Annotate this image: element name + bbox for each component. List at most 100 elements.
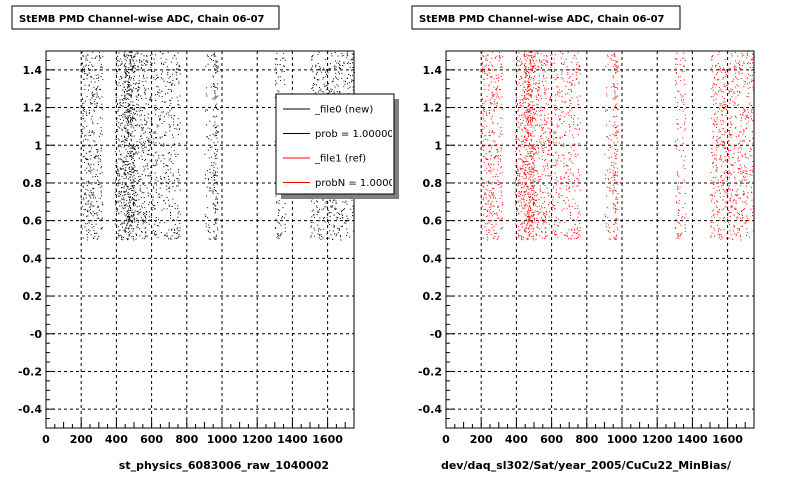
data-point xyxy=(539,175,541,177)
data-point xyxy=(543,127,544,129)
data-point xyxy=(525,191,527,192)
data-point xyxy=(486,181,488,183)
data-point xyxy=(532,185,534,187)
data-point xyxy=(545,97,547,99)
data-point xyxy=(545,64,546,66)
data-point xyxy=(556,177,558,178)
data-point xyxy=(336,84,338,86)
data-point xyxy=(559,137,561,139)
y-tick-label: 0.2 xyxy=(23,290,43,303)
data-point xyxy=(115,181,116,183)
data-point xyxy=(533,148,535,149)
data-point xyxy=(532,237,534,239)
left-chart-title: StEMB PMD Channel-wise ADC, Chain 06-07 xyxy=(19,14,265,25)
data-point xyxy=(486,167,488,169)
data-point xyxy=(210,139,212,141)
data-point xyxy=(131,91,133,93)
data-point xyxy=(342,217,344,219)
data-point xyxy=(568,183,570,185)
data-point xyxy=(124,81,126,83)
data-point xyxy=(499,182,501,184)
data-point xyxy=(328,212,330,214)
data-point xyxy=(134,67,136,69)
data-point xyxy=(529,60,531,62)
data-point xyxy=(519,195,521,197)
data-point xyxy=(543,63,545,65)
data-point xyxy=(495,197,496,199)
data-point xyxy=(501,134,503,136)
data-point xyxy=(217,88,218,90)
data-point xyxy=(541,98,542,100)
data-point xyxy=(517,55,519,57)
data-point xyxy=(500,211,502,213)
data-point xyxy=(561,136,563,138)
data-point xyxy=(331,89,333,91)
data-point xyxy=(166,236,168,237)
data-point xyxy=(547,153,549,155)
data-point xyxy=(550,64,552,66)
data-point xyxy=(572,136,574,138)
data-point xyxy=(102,108,104,110)
data-point xyxy=(532,117,534,119)
data-point xyxy=(124,58,126,60)
data-point xyxy=(134,192,136,194)
data-point xyxy=(148,141,150,143)
data-point xyxy=(128,208,129,210)
data-point xyxy=(217,95,219,97)
data-point xyxy=(101,195,103,197)
data-point xyxy=(545,235,547,237)
data-point xyxy=(127,86,129,88)
data-point xyxy=(118,170,120,172)
data-point xyxy=(126,90,128,92)
data-point xyxy=(531,119,533,121)
data-point xyxy=(101,96,103,98)
data-point xyxy=(519,179,521,181)
data-point xyxy=(543,221,545,223)
data-point xyxy=(541,207,543,209)
data-point xyxy=(100,66,102,68)
data-point xyxy=(523,54,525,56)
data-point xyxy=(482,140,484,142)
data-point xyxy=(550,175,552,177)
data-point xyxy=(567,74,569,76)
data-point xyxy=(332,80,334,82)
data-point xyxy=(492,130,494,132)
data-point xyxy=(85,215,87,217)
data-point xyxy=(489,150,491,152)
data-point xyxy=(216,175,218,177)
data-point xyxy=(130,85,132,87)
data-point xyxy=(532,194,534,195)
data-point xyxy=(121,135,123,137)
data-point xyxy=(517,185,519,187)
data-point xyxy=(561,178,563,180)
data-point xyxy=(124,173,126,175)
data-point xyxy=(85,197,87,199)
data-point xyxy=(531,91,533,93)
data-point xyxy=(215,153,217,155)
data-point xyxy=(528,86,530,88)
data-point xyxy=(145,60,147,61)
data-point xyxy=(525,127,527,129)
data-point xyxy=(573,118,574,120)
data-point xyxy=(568,152,570,153)
data-point xyxy=(615,172,616,174)
data-point xyxy=(535,125,537,127)
data-point xyxy=(482,156,484,158)
data-point xyxy=(130,214,132,216)
data-point xyxy=(609,168,611,170)
data-point xyxy=(311,232,313,234)
data-point xyxy=(93,195,95,197)
data-point xyxy=(492,193,494,195)
data-point xyxy=(125,112,127,113)
data-point xyxy=(87,158,89,160)
data-point xyxy=(100,127,102,129)
data-point xyxy=(170,215,171,216)
data-point xyxy=(93,110,95,112)
data-point xyxy=(494,156,496,157)
data-point xyxy=(490,135,492,137)
data-point xyxy=(494,81,496,83)
data-point xyxy=(158,119,160,121)
data-point xyxy=(85,113,87,115)
data-point xyxy=(128,85,130,87)
data-point xyxy=(530,56,532,58)
